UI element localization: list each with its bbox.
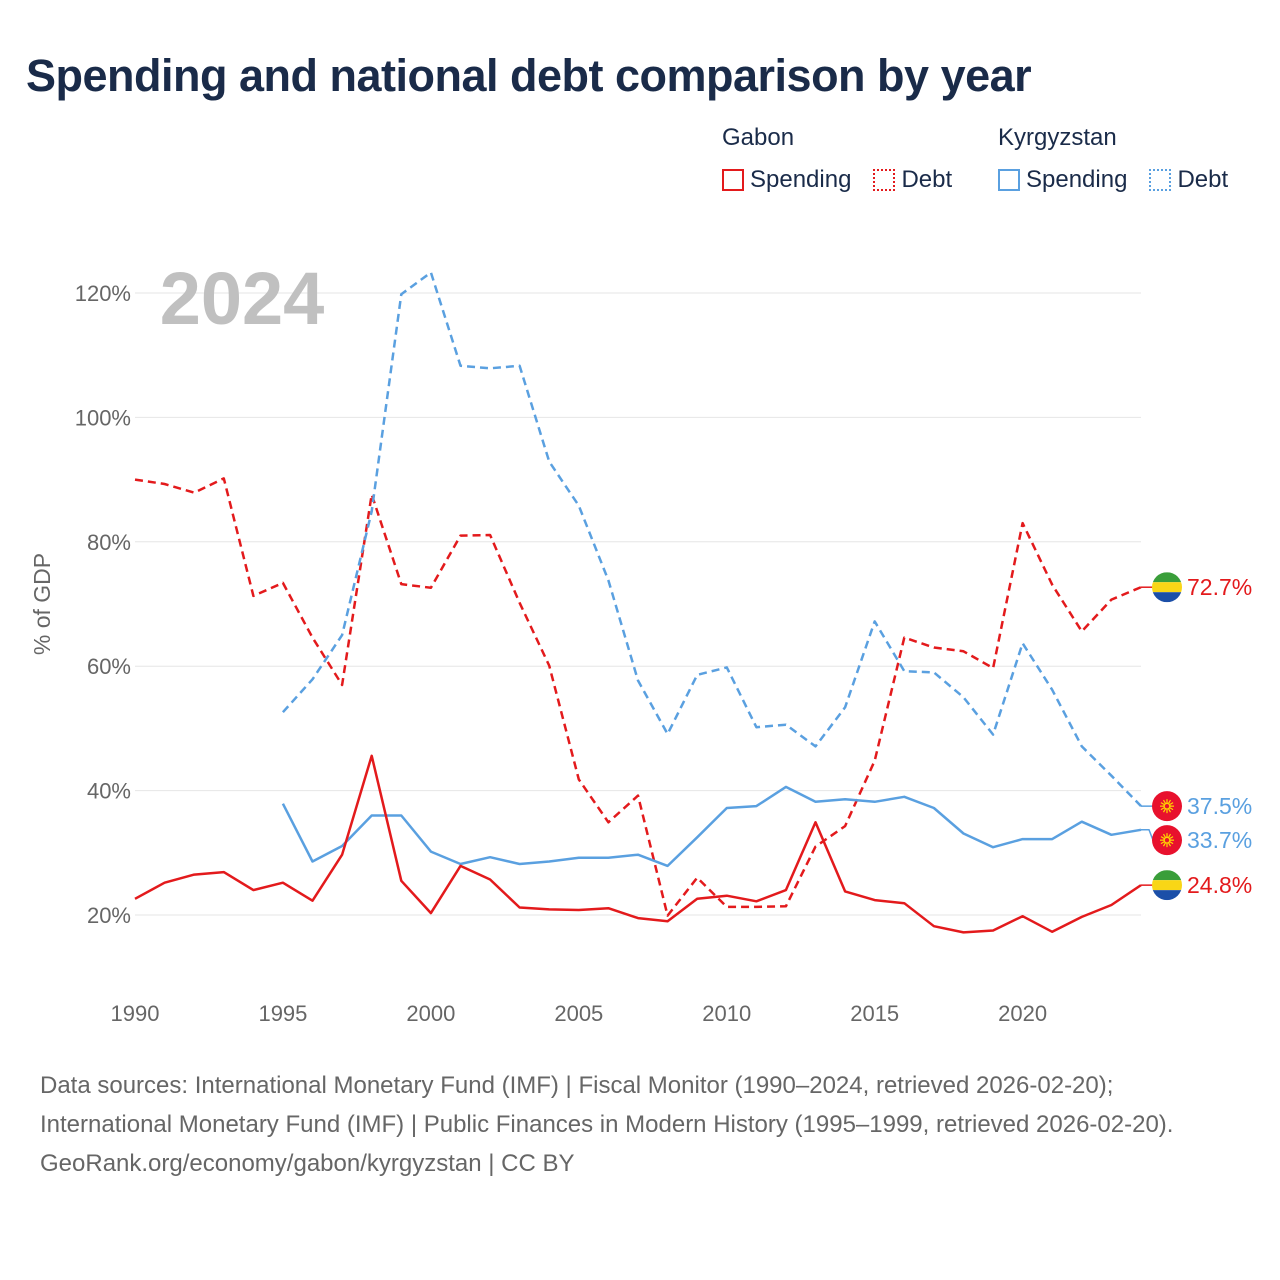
legend-country-kyrgyzstan: Kyrgyzstan: [998, 124, 1117, 151]
series-line-kyrgyzstan-spending[interactable]: [281, 785, 1142, 868]
legend-kyrgyzstan: Kyrgyzstan Spending Debt: [998, 124, 1228, 194]
end-label-kyrgyzstan-debt: 37.5%: [1187, 793, 1252, 819]
legend-label-kyrgyzstan-debt: Debt: [1177, 166, 1229, 193]
legend-swatch-kyrgyzstan-spending: [998, 169, 1020, 191]
flag-icon-gabon-debt: [1152, 572, 1182, 603]
x-tick-label-2000: 2000: [406, 1001, 455, 1026]
year-watermark: 2024: [160, 257, 325, 340]
x-tick-label-2020: 2020: [998, 1001, 1047, 1026]
x-tick-label-2015: 2015: [850, 1001, 899, 1026]
legend-label-kyrgyzstan-spending: Spending: [1026, 166, 1128, 193]
x-tick-label-2005: 2005: [554, 1001, 603, 1026]
y-tick-label-60: 60%: [87, 654, 131, 679]
series-line-gabon-spending[interactable]: [134, 754, 1142, 934]
end-label-gabon-debt: 72.7%: [1187, 574, 1252, 600]
y-tick-label-80: 80%: [87, 530, 131, 555]
legend-gabon-spending[interactable]: Spending: [722, 166, 851, 194]
end-label-gabon-spending: 24.8%: [1187, 872, 1252, 898]
chart-title: Spending and national debt comparison by…: [26, 50, 1032, 101]
grid-layer: [135, 292, 1141, 916]
legend-kyrgyzstan-spending[interactable]: Spending: [998, 166, 1127, 194]
legend-gabon: Gabon Spending Debt: [722, 124, 952, 194]
sources-text: Data sources: International Monetary Fun…: [40, 1072, 1174, 1138]
series-layer: [134, 271, 1142, 934]
axis-layer: 20% 40% 60% 80% 100% 120% 1990 1995 2000 2005 2010…: [75, 281, 1047, 1026]
end-label-kyrgyzstan-spending: 33.7%: [1187, 827, 1252, 853]
legend-swatch-gabon-debt: [873, 169, 896, 191]
y-tick-label-120: 120%: [75, 281, 131, 306]
legend-label-gabon-spending: Spending: [750, 166, 852, 193]
flag-icon-kyrgyzstan-debt: [1152, 791, 1182, 822]
end-label-layer: 72.7% 37.5% 33.7% 24.8%: [1141, 572, 1252, 901]
legend-swatch-gabon-spending: [722, 169, 744, 191]
leader-line-kyrgyzstan-spending: [1141, 829, 1154, 841]
attribution-link[interactable]: GeoRank.org/economy/gabon/kyrgyzstan | C…: [40, 1150, 575, 1177]
series-line-kyrgyzstan-debt[interactable]: [281, 271, 1142, 807]
legend-gabon-debt[interactable]: Debt: [873, 166, 952, 194]
sources-footer: Data sources: International Monetary Fun…: [40, 1066, 1240, 1183]
y-axis-label: % of GDP: [29, 553, 55, 655]
x-tick-label-1995: 1995: [258, 1001, 307, 1026]
x-tick-label-1990: 1990: [111, 1001, 160, 1026]
legend-kyrgyzstan-debt[interactable]: Debt: [1149, 166, 1228, 194]
y-tick-label-20: 20%: [87, 903, 131, 928]
y-tick-label-40: 40%: [87, 779, 131, 804]
x-tick-label-2010: 2010: [702, 1001, 751, 1026]
flag-icon-gabon-spending: [1152, 870, 1182, 901]
legend-label-gabon-debt: Debt: [901, 166, 953, 193]
y-tick-label-100: 100%: [75, 405, 131, 430]
series-line-gabon-debt[interactable]: [134, 477, 1142, 917]
flag-icon-kyrgyzstan-spending: [1152, 825, 1182, 856]
legend-swatch-kyrgyzstan-debt: [1149, 169, 1172, 191]
legend-country-gabon: Gabon: [722, 124, 795, 151]
